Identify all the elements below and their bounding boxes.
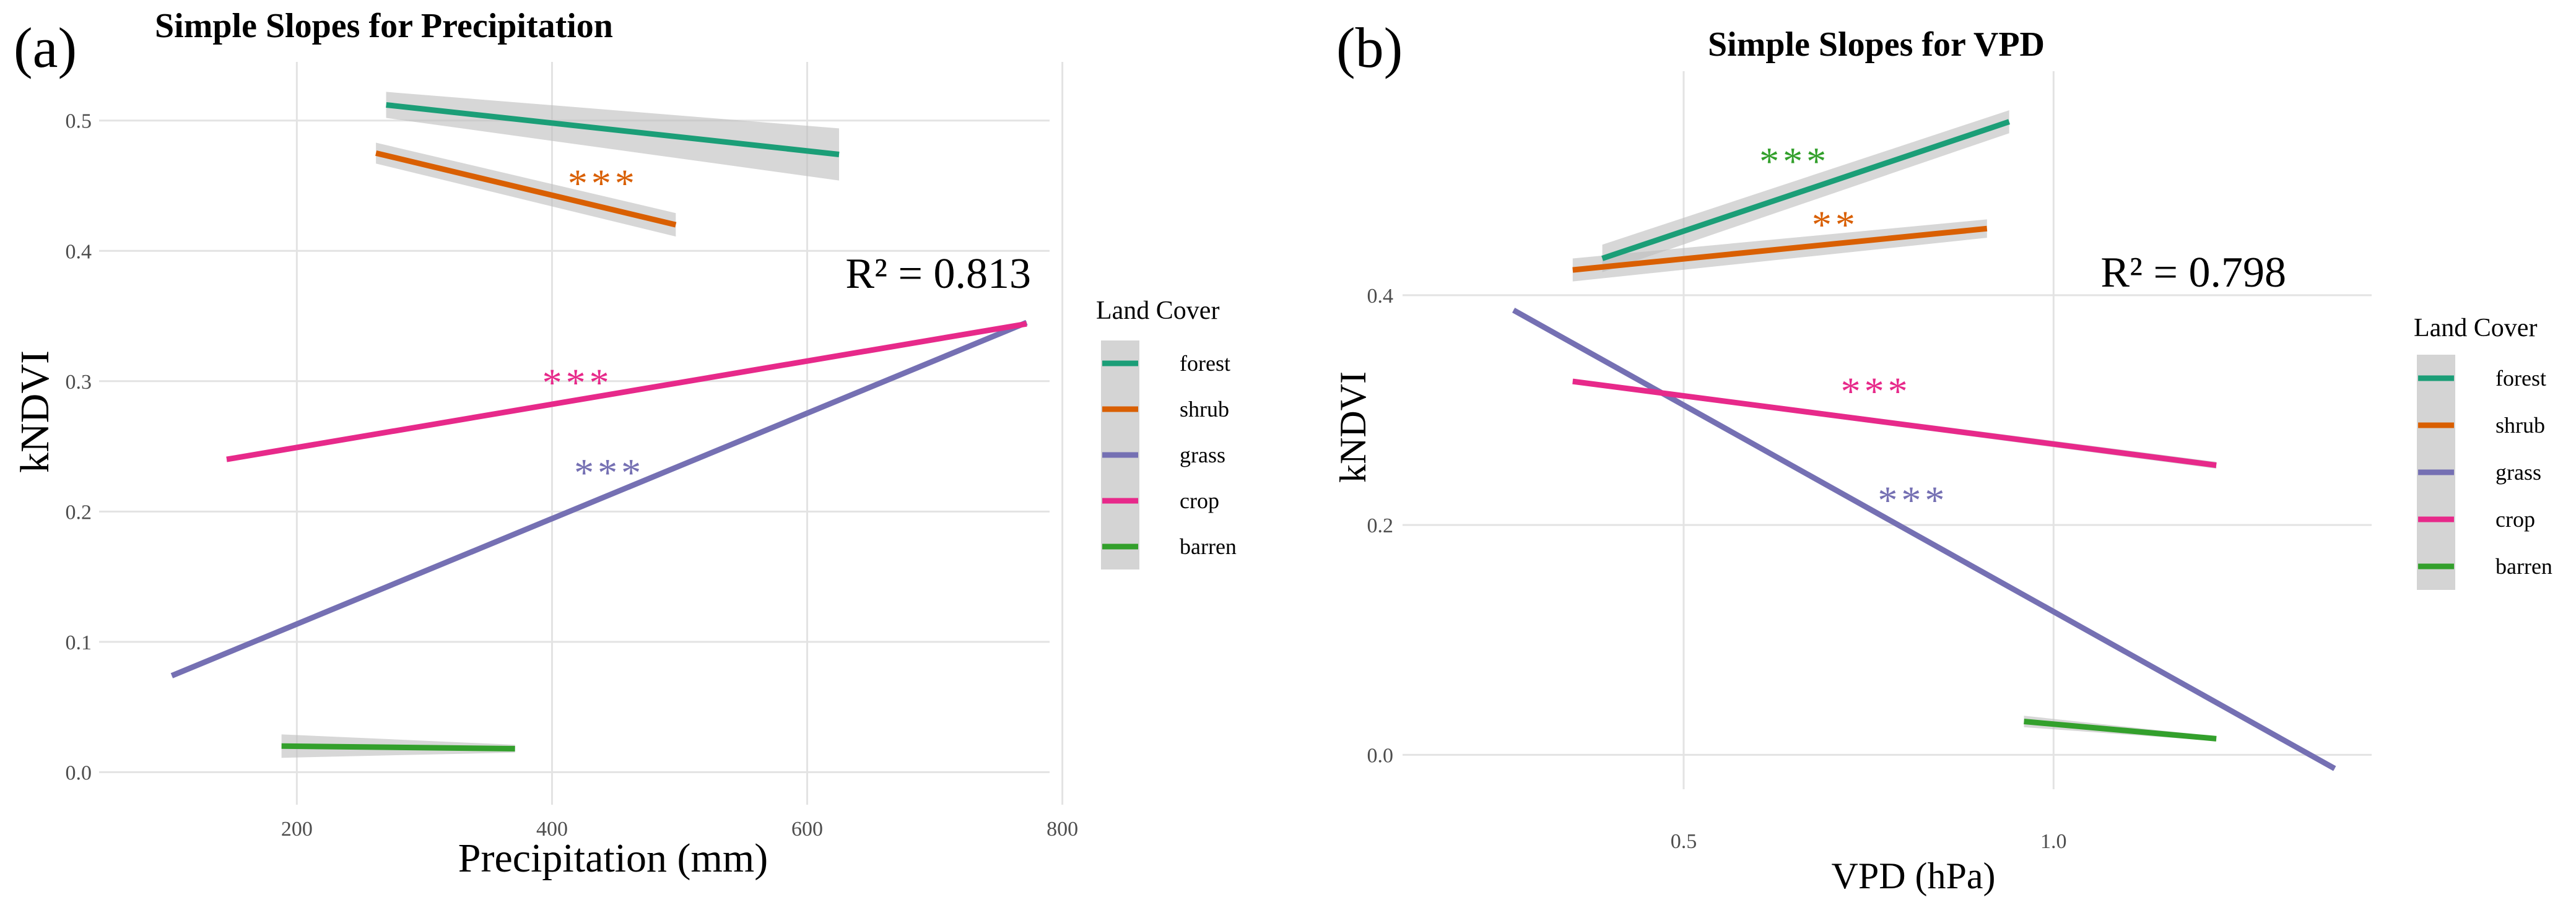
legend-label-barren-a: barren: [1180, 534, 1237, 559]
x-tick-label-a-2: 600: [791, 818, 823, 841]
legend-b: Land Cover forest shrub grass crop barren: [2414, 314, 2552, 590]
legend-a: Land Cover forest shrub grass crop barren: [1096, 297, 1237, 569]
y-tick-label-a-3: 0.3: [66, 371, 92, 394]
significance-label-a-2: ***: [574, 451, 645, 495]
r-squared-b: R² = 0.798: [2100, 249, 2286, 297]
forest-confidence-band-a: [386, 92, 840, 181]
grid-b: [1403, 71, 2372, 789]
significance-label-b-3: ***: [1878, 478, 1948, 522]
y-ticks-a: 0.0 0.1 0.2 0.3 0.4 0.5: [66, 110, 92, 785]
shrub-slope-line-a: [375, 150, 677, 228]
barren-slope-line-a: [281, 743, 515, 751]
barren-slope-line-b: [2024, 719, 2217, 742]
y-tick-label-b-0: 0.0: [1367, 744, 1394, 767]
y-tick-label-a-5: 0.5: [66, 110, 92, 133]
y-axis-title-b: kNDVI: [1333, 371, 1373, 483]
y-tick-label-a-4: 0.4: [66, 240, 92, 263]
significance-a: *** *** ***: [542, 161, 645, 495]
legend-label-forest-b: forest: [2496, 366, 2546, 391]
panel-label-b: (b): [1336, 16, 1403, 79]
panel-a: 200 400 600 800 0.00.10.20.30.40.5 ********…: [12, 7, 1237, 881]
x-ticks-b: 0.5 1.0: [1671, 830, 2067, 853]
significance-b: ***********: [1759, 139, 1948, 522]
y-tick-label-b-1: 0.2: [1367, 514, 1394, 537]
legend-title-a: Land Cover: [1096, 297, 1219, 325]
legend-label-crop-a: crop: [1180, 488, 1219, 513]
y-tick-label-a-0: 0.0: [66, 761, 92, 784]
bands-b: [1513, 110, 2335, 770]
legend-label-grass-b: grass: [2496, 460, 2541, 485]
lines-b: [1512, 119, 2336, 771]
legend-label-crop-b: crop: [2496, 507, 2535, 532]
y-axis-title-a: kNDVI: [12, 350, 58, 473]
crop-slope-line-b: [1572, 378, 2217, 469]
y-tick-label-b-2: 0.4: [1367, 285, 1394, 308]
legend-label-shrub-b: shrub: [2496, 413, 2545, 438]
grass-slope-line-a: [170, 319, 1028, 678]
legend-label-barren-b: barren: [2496, 554, 2552, 579]
lines-a: [170, 102, 1028, 751]
crop-slope-line-a: [226, 321, 1027, 462]
legend-label-shrub-a: shrub: [1180, 397, 1229, 422]
y-tick-label-a-2: 0.2: [66, 501, 92, 524]
legend-label-grass-a: grass: [1180, 443, 1225, 467]
panel-b: 0.5 1.0 0.00.20.4 *********** (b) Simple …: [1333, 16, 2552, 896]
significance-label-b-0: ***: [1759, 139, 1830, 183]
x-axis-title-b: VPD (hPa): [1832, 855, 1996, 896]
forest-slope-line-a: [386, 102, 840, 157]
significance-label-a-1: ***: [542, 361, 613, 405]
x-tick-label-b-0: 0.5: [1671, 830, 1697, 853]
panel-label-a: (a): [14, 16, 77, 79]
x-tick-label-a-1: 400: [536, 818, 568, 841]
legend-keys-b: forest shrub grass crop barren: [2417, 355, 2552, 590]
significance-label-b-2: ***: [1841, 369, 1912, 413]
y-ticks-b: 0.0 0.2 0.4: [1367, 285, 1394, 767]
legend-title-b: Land Cover: [2414, 314, 2537, 342]
grass-slope-line-b: [1512, 308, 2336, 771]
legend-label-forest-a: forest: [1180, 351, 1230, 376]
shrub-slope-line-b: [1572, 225, 1988, 273]
x-ticks-a: 200 400 600 800: [281, 818, 1078, 841]
significance-label-a-0: ***: [568, 161, 638, 205]
x-tick-label-a-3: 800: [1046, 818, 1078, 841]
x-axis-title-a: Precipitation (mm): [458, 836, 768, 881]
chart-title-a: Simple Slopes for Precipitation: [155, 7, 613, 45]
legend-keys-a: forest shrub grass crop barren: [1101, 340, 1237, 569]
chart-title-b: Simple Slopes for VPD: [1708, 25, 2045, 64]
y-tick-label-a-1: 0.1: [66, 631, 92, 654]
r-squared-a: R² = 0.813: [845, 250, 1031, 298]
significance-label-b-1: **: [1812, 202, 1859, 246]
x-tick-label-a-0: 200: [281, 818, 313, 841]
x-tick-label-b-1: 1.0: [2040, 830, 2067, 853]
forest-slope-line-b: [1601, 119, 2011, 261]
